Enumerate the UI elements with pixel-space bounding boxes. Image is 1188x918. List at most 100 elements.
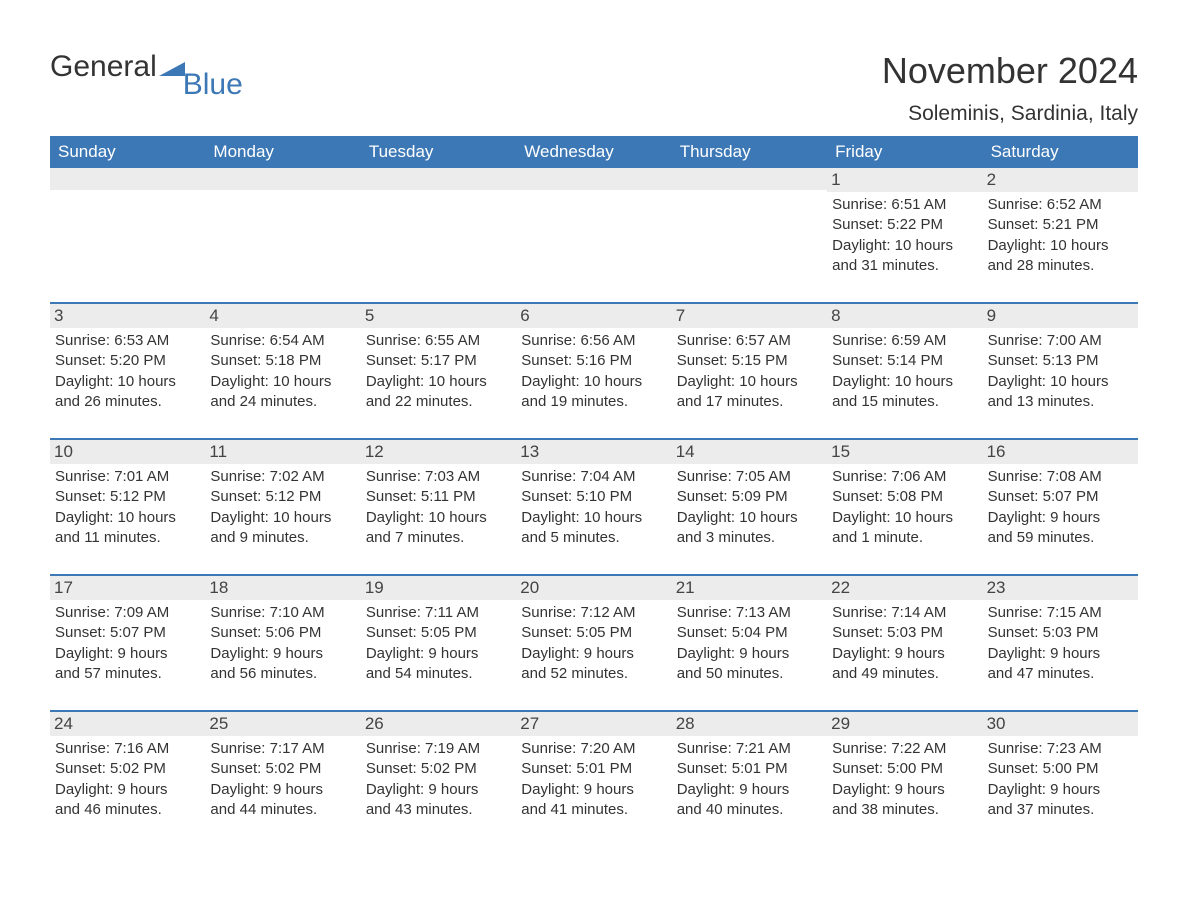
day-d1: Daylight: 10 hours [365, 372, 512, 392]
daynum-row: 10 [50, 438, 205, 464]
day-d1: Daylight: 10 hours [831, 236, 978, 256]
day-d2: and 15 minutes. [831, 392, 978, 412]
day-sunrise: Sunrise: 7:08 AM [987, 467, 1134, 487]
day-number: 30 [987, 714, 1006, 733]
day-d1: Daylight: 10 hours [987, 372, 1134, 392]
weekday-header: Monday [205, 136, 360, 168]
day-number: 27 [520, 714, 539, 733]
day-sunset: Sunset: 5:14 PM [831, 351, 978, 371]
week-row: 17Sunrise: 7:09 AMSunset: 5:07 PMDayligh… [50, 574, 1138, 710]
day-d2: and 47 minutes. [987, 664, 1134, 684]
day-d1: Daylight: 10 hours [520, 508, 667, 528]
week-row: 10Sunrise: 7:01 AMSunset: 5:12 PMDayligh… [50, 438, 1138, 574]
weekday-header: Wednesday [516, 136, 671, 168]
daynum-row: 2 [983, 168, 1138, 192]
daynum-row: 28 [672, 710, 827, 736]
day-sunset: Sunset: 5:04 PM [676, 623, 823, 643]
daynum-row: 3 [50, 302, 205, 328]
day-d2: and 41 minutes. [520, 800, 667, 820]
day-sunrise: Sunrise: 7:23 AM [987, 739, 1134, 759]
day-sunset: Sunset: 5:06 PM [209, 623, 356, 643]
day-number: 6 [520, 306, 529, 325]
day-d2: and 37 minutes. [987, 800, 1134, 820]
day-sunrise: Sunrise: 6:52 AM [987, 195, 1134, 215]
day-number: 28 [676, 714, 695, 733]
day-sunrise: Sunrise: 7:09 AM [54, 603, 201, 623]
day-cell: 21Sunrise: 7:13 AMSunset: 5:04 PMDayligh… [672, 574, 827, 710]
day-d2: and 19 minutes. [520, 392, 667, 412]
day-sunset: Sunset: 5:07 PM [987, 487, 1134, 507]
day-cell: 18Sunrise: 7:10 AMSunset: 5:06 PMDayligh… [205, 574, 360, 710]
day-d1: Daylight: 10 hours [209, 372, 356, 392]
daynum-row: 5 [361, 302, 516, 328]
day-sunset: Sunset: 5:21 PM [987, 215, 1134, 235]
day-cell: 17Sunrise: 7:09 AMSunset: 5:07 PMDayligh… [50, 574, 205, 710]
day-sunrise: Sunrise: 7:11 AM [365, 603, 512, 623]
weekday-header: Tuesday [361, 136, 516, 168]
day-number: 17 [54, 578, 73, 597]
day-d2: and 5 minutes. [520, 528, 667, 548]
day-sunrise: Sunrise: 7:21 AM [676, 739, 823, 759]
day-sunset: Sunset: 5:05 PM [520, 623, 667, 643]
day-d1: Daylight: 10 hours [676, 372, 823, 392]
daynum-row: 16 [983, 438, 1138, 464]
week-row: 3Sunrise: 6:53 AMSunset: 5:20 PMDaylight… [50, 302, 1138, 438]
day-cell: 11Sunrise: 7:02 AMSunset: 5:12 PMDayligh… [205, 438, 360, 574]
day-sunrise: Sunrise: 6:51 AM [831, 195, 978, 215]
day-sunset: Sunset: 5:18 PM [209, 351, 356, 371]
day-number: 13 [520, 442, 539, 461]
day-sunset: Sunset: 5:12 PM [54, 487, 201, 507]
day-d2: and 44 minutes. [209, 800, 356, 820]
day-d1: Daylight: 9 hours [209, 780, 356, 800]
day-cell: 2Sunrise: 6:52 AMSunset: 5:21 PMDaylight… [983, 168, 1138, 302]
day-d1: Daylight: 10 hours [365, 508, 512, 528]
day-cell: 23Sunrise: 7:15 AMSunset: 5:03 PMDayligh… [983, 574, 1138, 710]
week-row: 1Sunrise: 6:51 AMSunset: 5:22 PMDaylight… [50, 168, 1138, 302]
day-cell: 16Sunrise: 7:08 AMSunset: 5:07 PMDayligh… [983, 438, 1138, 574]
day-cell [672, 168, 827, 302]
day-sunrise: Sunrise: 7:10 AM [209, 603, 356, 623]
title-block: November 2024 Soleminis, Sardinia, Italy [882, 50, 1138, 126]
day-d2: and 9 minutes. [209, 528, 356, 548]
day-d1: Daylight: 9 hours [54, 780, 201, 800]
day-d1: Daylight: 9 hours [209, 644, 356, 664]
day-sunset: Sunset: 5:00 PM [987, 759, 1134, 779]
day-d1: Daylight: 9 hours [365, 780, 512, 800]
day-sunset: Sunset: 5:22 PM [831, 215, 978, 235]
day-cell: 20Sunrise: 7:12 AMSunset: 5:05 PMDayligh… [516, 574, 671, 710]
day-sunset: Sunset: 5:03 PM [831, 623, 978, 643]
daynum-row: 22 [827, 574, 982, 600]
day-d2: and 26 minutes. [54, 392, 201, 412]
weekday-header: Saturday [983, 136, 1138, 168]
day-d2: and 13 minutes. [987, 392, 1134, 412]
day-sunset: Sunset: 5:15 PM [676, 351, 823, 371]
day-sunset: Sunset: 5:02 PM [209, 759, 356, 779]
day-d2: and 31 minutes. [831, 256, 978, 276]
day-d2: and 1 minute. [831, 528, 978, 548]
day-number: 23 [987, 578, 1006, 597]
day-d1: Daylight: 9 hours [831, 644, 978, 664]
daynum-row: 30 [983, 710, 1138, 736]
day-number: 16 [987, 442, 1006, 461]
day-sunset: Sunset: 5:09 PM [676, 487, 823, 507]
header: General Blue November 2024 Soleminis, Sa… [50, 50, 1138, 126]
day-d2: and 40 minutes. [676, 800, 823, 820]
day-sunset: Sunset: 5:11 PM [365, 487, 512, 507]
day-d1: Daylight: 10 hours [831, 508, 978, 528]
daynum-row: 26 [361, 710, 516, 736]
daynum-row: 19 [361, 574, 516, 600]
day-cell: 10Sunrise: 7:01 AMSunset: 5:12 PMDayligh… [50, 438, 205, 574]
day-d2: and 7 minutes. [365, 528, 512, 548]
daynum-row: 9 [983, 302, 1138, 328]
day-d2: and 43 minutes. [365, 800, 512, 820]
day-d1: Daylight: 9 hours [831, 780, 978, 800]
daynum-row: 13 [516, 438, 671, 464]
day-cell: 30Sunrise: 7:23 AMSunset: 5:00 PMDayligh… [983, 710, 1138, 846]
day-cell: 9Sunrise: 7:00 AMSunset: 5:13 PMDaylight… [983, 302, 1138, 438]
day-number: 14 [676, 442, 695, 461]
day-cell: 29Sunrise: 7:22 AMSunset: 5:00 PMDayligh… [827, 710, 982, 846]
day-sunrise: Sunrise: 6:53 AM [54, 331, 201, 351]
day-sunrise: Sunrise: 7:03 AM [365, 467, 512, 487]
day-d2: and 57 minutes. [54, 664, 201, 684]
day-d2: and 3 minutes. [676, 528, 823, 548]
